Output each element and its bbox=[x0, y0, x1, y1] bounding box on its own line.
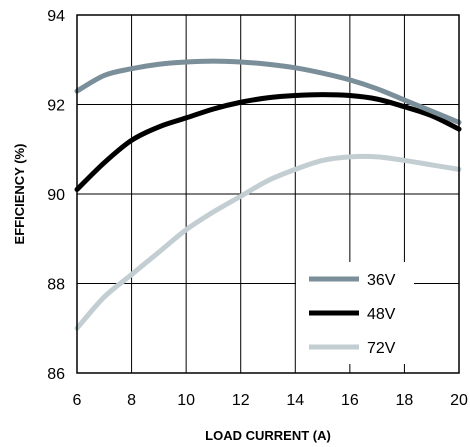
x-tick-label: 18 bbox=[396, 392, 414, 409]
x-tick-labels: 6 8 10 12 14 16 18 20 bbox=[73, 392, 468, 409]
series-layer bbox=[74, 58, 462, 331]
legend-label: 48V bbox=[367, 306, 396, 323]
x-tick-label: 12 bbox=[232, 392, 250, 409]
x-tick-label: 6 bbox=[73, 392, 82, 409]
y-axis-label: EFFICIENCY (%) bbox=[12, 144, 27, 245]
legend-label: 72V bbox=[367, 340, 396, 357]
series-line-48v bbox=[74, 92, 462, 193]
y-tick-label: 92 bbox=[47, 98, 65, 115]
y-tick-label: 90 bbox=[47, 187, 65, 204]
x-tick-label: 16 bbox=[341, 392, 359, 409]
series-line-36v bbox=[74, 58, 462, 125]
plot-frame bbox=[76, 14, 460, 374]
legend-label: 36V bbox=[367, 272, 396, 289]
y-tick-label: 86 bbox=[47, 366, 65, 383]
x-axis-label: LOAD CURRENT (A) bbox=[205, 428, 331, 443]
y-tick-label: 94 bbox=[47, 8, 65, 25]
x-tick-label: 8 bbox=[127, 392, 136, 409]
legend: 36V 48V 72V bbox=[296, 262, 414, 364]
y-tick-labels: 86 88 90 92 94 bbox=[47, 8, 65, 383]
x-tick-label: 10 bbox=[177, 392, 195, 409]
series-line-72v bbox=[74, 153, 462, 331]
x-tick-label: 14 bbox=[286, 392, 304, 409]
y-tick-label: 88 bbox=[47, 277, 65, 294]
x-tick-label: 20 bbox=[450, 392, 468, 409]
